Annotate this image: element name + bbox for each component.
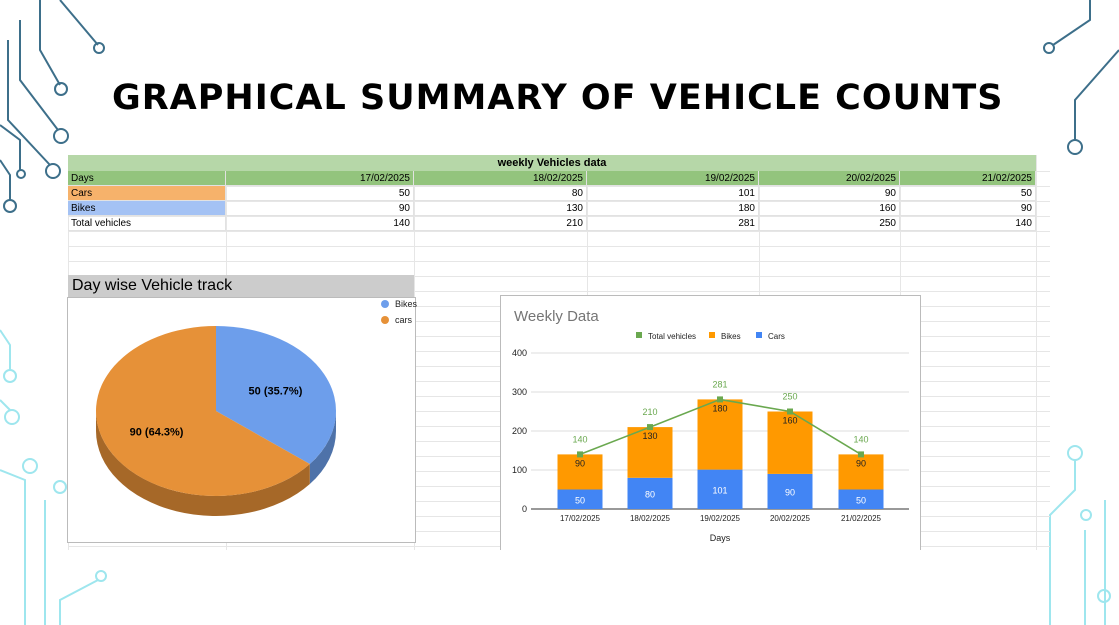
legend-label: Bikes [721, 332, 741, 341]
data-label-bikes: 180 [712, 403, 727, 413]
table-cell[interactable]: 90 [226, 201, 414, 216]
y-tick-label: 400 [512, 348, 527, 358]
legend-label: Total vehicles [648, 332, 696, 341]
table-cell[interactable]: 101 [587, 186, 759, 201]
data-label-cars: 50 [856, 495, 866, 505]
bar-cars [838, 489, 884, 509]
legend-label: Bikes [395, 299, 417, 309]
bar-bikes [557, 454, 603, 490]
table-cell[interactable]: 140 [226, 216, 414, 231]
data-label-total: 140 [853, 434, 868, 444]
y-tick-label: 300 [512, 387, 527, 397]
point-total-vehicles [858, 451, 864, 458]
data-label-bikes: 130 [642, 431, 657, 441]
table-cell[interactable]: 160 [759, 201, 900, 216]
pie-slice-side-cars [96, 411, 310, 516]
bar-bikes [838, 454, 884, 490]
table-cell[interactable]: 50 [226, 186, 414, 201]
data-label-cars: 50 [575, 495, 585, 505]
pie-data-label: 50 (35.7%) [249, 386, 303, 398]
table-cell[interactable]: 210 [414, 216, 587, 231]
bar-bikes [767, 411, 813, 474]
bar-cars [627, 477, 673, 509]
data-label-bikes: 90 [856, 458, 866, 468]
legend-marker [756, 332, 762, 338]
data-label-total: 250 [782, 392, 797, 402]
row-label[interactable]: Days [68, 171, 226, 186]
bar-chart-title: Weekly Data [514, 308, 599, 325]
bar-bikes [627, 427, 673, 478]
bar-cars [767, 473, 813, 509]
table-row: Bikes 90 130 180 160 90 [68, 201, 1036, 216]
point-total-vehicles [717, 396, 723, 403]
table-cell[interactable]: 50 [900, 186, 1036, 201]
table-cell[interactable]: 281 [587, 216, 759, 231]
data-label-cars: 101 [712, 485, 727, 495]
slide-title: GRAPHICAL SUMMARY OF VEHICLE COUNTS [112, 78, 1004, 118]
pie-slice-cars [95, 326, 310, 496]
x-tick-label: 17/02/2025 [560, 514, 601, 523]
legend-marker [381, 300, 389, 308]
x-tick-label: 18/02/2025 [630, 514, 671, 523]
legend-label: Cars [768, 332, 785, 341]
point-total-vehicles [787, 408, 793, 415]
table-cell[interactable]: 90 [759, 186, 900, 201]
data-label-cars: 90 [785, 487, 795, 497]
table-row: Total vehicles 140 210 281 250 140 [68, 216, 1036, 231]
table-cell[interactable]: 90 [900, 201, 1036, 216]
bar-cars [697, 469, 743, 509]
x-axis-label: Days [710, 533, 731, 543]
table-cell[interactable]: 19/02/2025 [587, 171, 759, 186]
data-label-bikes: 160 [782, 416, 797, 426]
pie-chart[interactable]: 50 (35.7%) Bikes 90 (64.3%) cars [67, 297, 418, 543]
pie-slice-side-bikes [309, 411, 336, 484]
data-label-total: 140 [572, 434, 587, 444]
point-total-vehicles [647, 424, 653, 431]
table-cell[interactable]: 20/02/2025 [759, 171, 900, 186]
legend-label: cars [395, 315, 413, 325]
table-title: weekly Vehicles data [68, 155, 1036, 171]
y-tick-label: 100 [512, 465, 527, 475]
x-tick-label: 20/02/2025 [770, 514, 811, 523]
table-cell[interactable]: 80 [414, 186, 587, 201]
legend-marker [709, 332, 715, 338]
table-header-row: Days 17/02/2025 18/02/2025 19/02/2025 20/02/… [68, 171, 1036, 186]
legend-marker [636, 332, 642, 338]
pie-data-label: 90 (64.3%) [130, 426, 184, 438]
table-cell[interactable]: 18/02/2025 [414, 171, 587, 186]
point-total-vehicles [577, 451, 583, 458]
y-tick-label: 0 [522, 504, 527, 514]
table-cell[interactable]: 250 [759, 216, 900, 231]
pie-chart-title: Day wise Vehicle track [68, 275, 414, 297]
legend-marker [381, 316, 389, 324]
table-cell[interactable]: 130 [414, 201, 587, 216]
bar-bikes [697, 399, 743, 470]
table-cell[interactable]: 21/02/2025 [900, 171, 1036, 186]
data-label-total: 210 [642, 407, 657, 417]
data-label-bikes: 90 [575, 458, 585, 468]
row-label[interactable]: Cars [68, 186, 226, 201]
y-tick-label: 200 [512, 426, 527, 436]
pie-slice-bikes [216, 326, 336, 464]
row-label[interactable]: Bikes [68, 201, 226, 216]
table-cell[interactable]: 180 [587, 201, 759, 216]
bar-chart[interactable]: Weekly Data 0 100 200 300 400 50 90 17/02/2025 80… [500, 295, 921, 550]
table-row: Cars 50 80 101 90 50 [68, 186, 1036, 201]
data-label-cars: 80 [645, 489, 655, 499]
table-cell[interactable]: 17/02/2025 [226, 171, 414, 186]
x-tick-label: 21/02/2025 [841, 514, 882, 523]
row-label[interactable]: Total vehicles [68, 216, 226, 231]
table-cell[interactable]: 140 [900, 216, 1036, 231]
data-label-total: 281 [712, 379, 727, 389]
bar-cars [557, 489, 603, 509]
x-tick-label: 19/02/2025 [700, 514, 741, 523]
